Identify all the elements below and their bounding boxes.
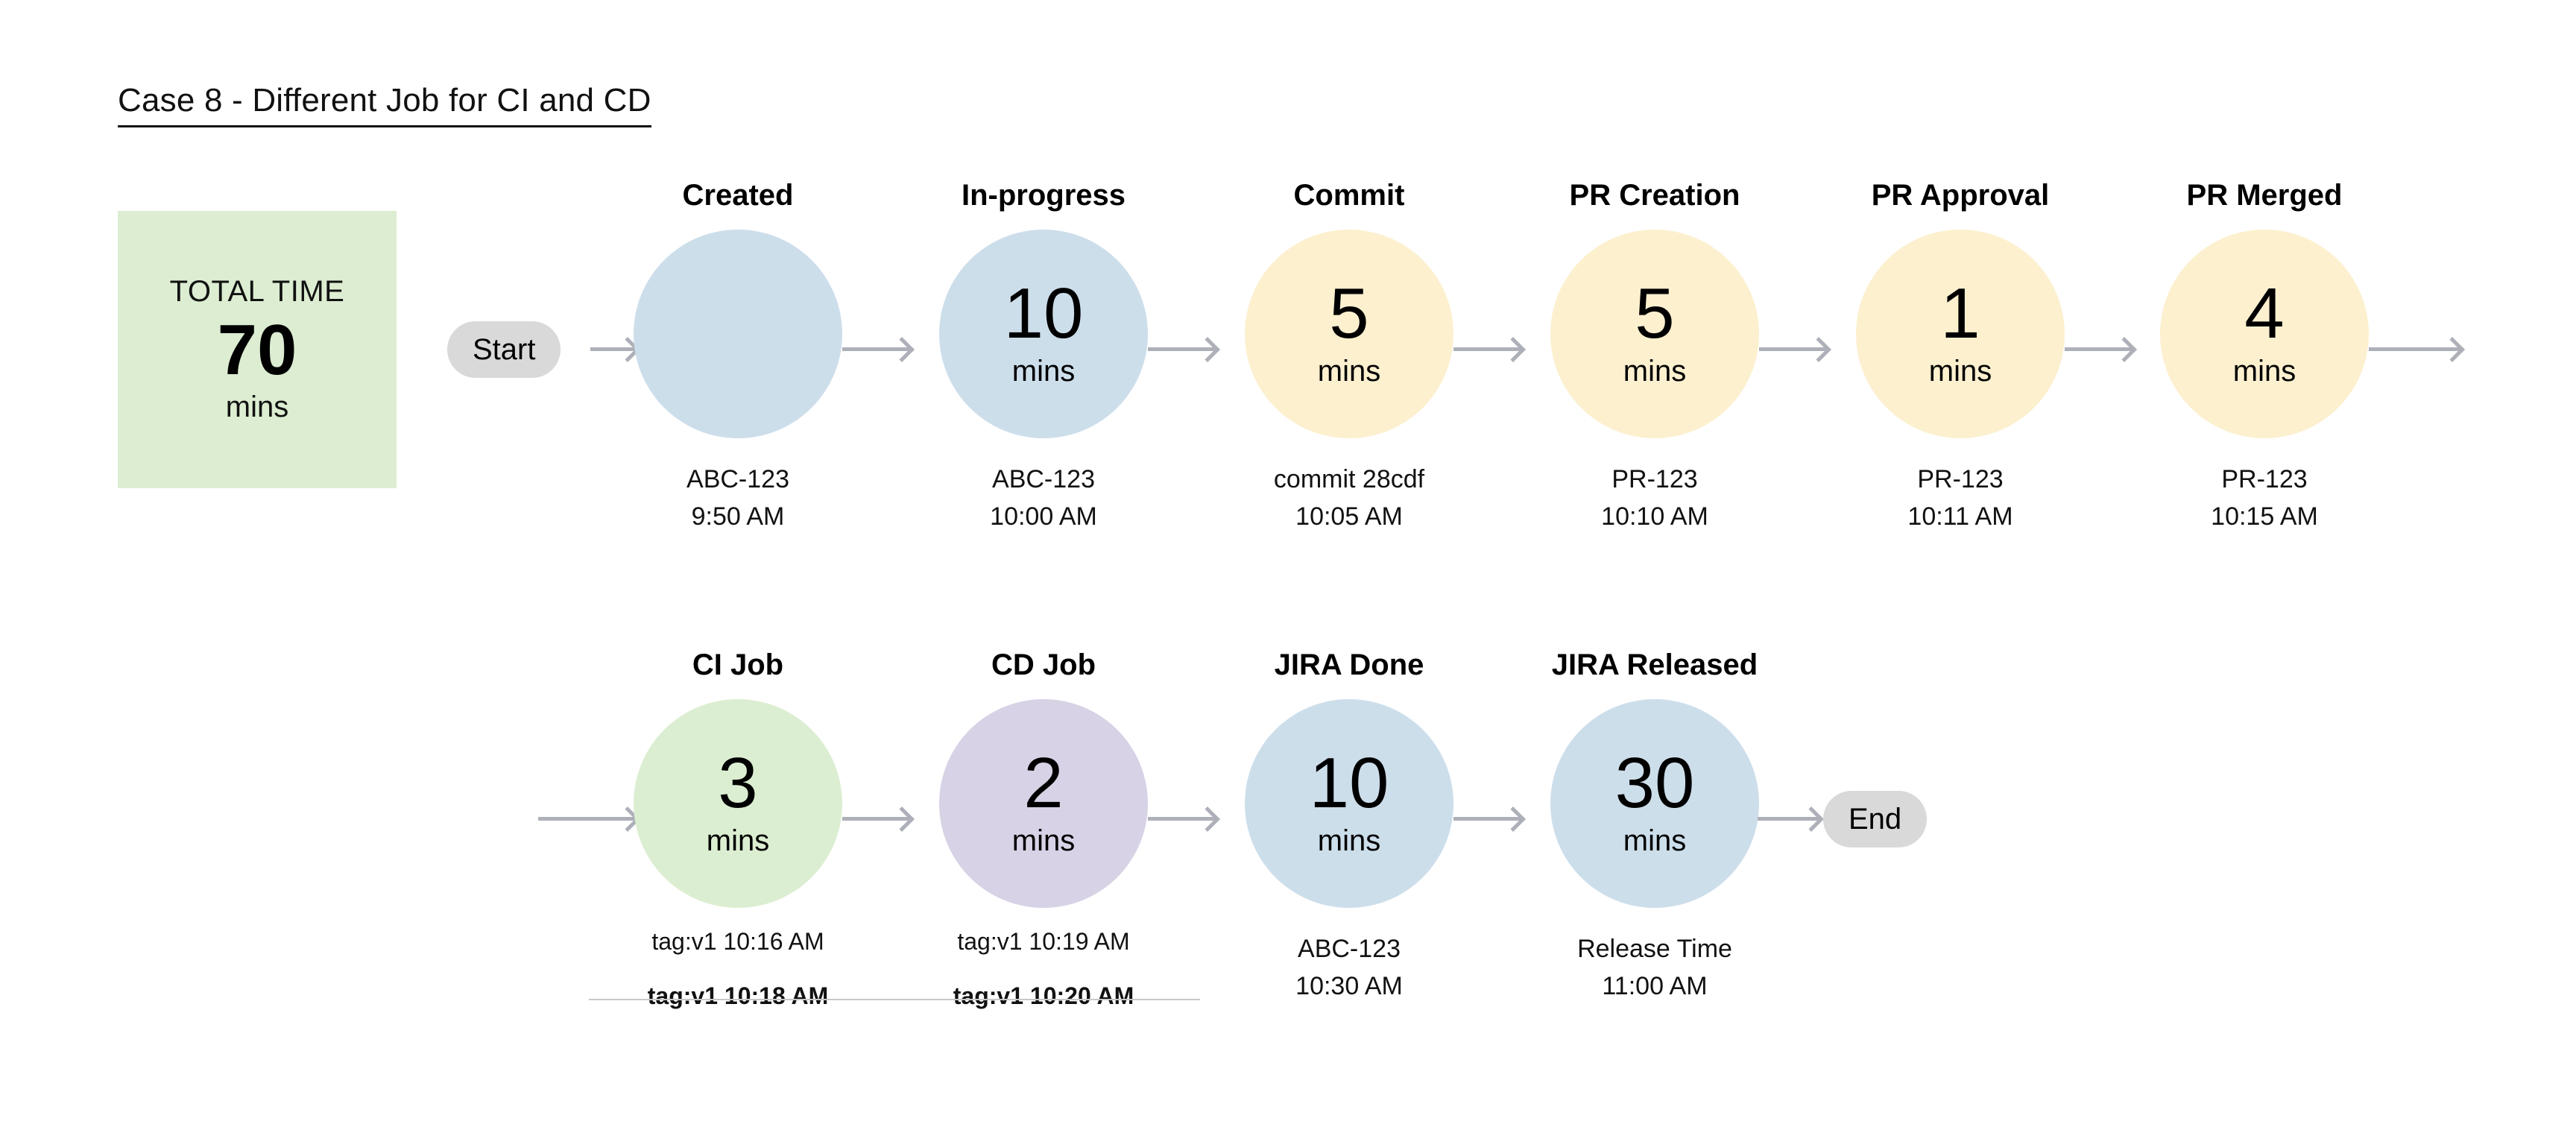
node-title: Commit: [1293, 179, 1405, 212]
total-time-card: TOTAL TIME 70 mins: [118, 211, 397, 488]
node-circle[interactable]: 5 mins: [1245, 230, 1453, 438]
node-meta-time: 10:15 AM: [2211, 502, 2318, 531]
connector-in-progress-to-commit: [1148, 336, 1220, 362]
node-title: CD Job: [991, 648, 1096, 681]
node-circle[interactable]: 4 mins: [2160, 230, 2369, 438]
arrow-head-icon: [2112, 336, 2137, 362]
node-meta-time: 9:50 AM: [691, 502, 785, 531]
node-duration-unit: mins: [1928, 355, 1992, 388]
node-circle[interactable]: 3 mins: [634, 699, 842, 908]
node-meta-end: tag:v1 10:18 AM: [647, 982, 829, 1010]
node-title: JIRA Released: [1551, 648, 1758, 681]
node-circle[interactable]: 1 mins: [1856, 230, 2065, 438]
node-meta-time: 10:05 AM: [1295, 502, 1403, 531]
total-time-value: 70: [217, 309, 297, 390]
node-meta-id: PR-123: [1917, 465, 2004, 493]
arrow-head-icon: [1799, 806, 1824, 832]
node-title: In-progress: [961, 179, 1126, 212]
node-meta: Release Time 11:00 AM: [1498, 930, 1811, 1006]
end-pill[interactable]: End: [1823, 791, 1928, 847]
node-duration-value: 10: [1309, 742, 1389, 823]
node-duration-value: 10: [1003, 273, 1084, 353]
node-duration-value: 30: [1614, 742, 1695, 823]
node-duration-value: 1: [1940, 273, 1980, 353]
connector-created-to-in-progress: [842, 336, 915, 362]
node-meta: ABC-123 10:00 AM: [887, 461, 1200, 536]
arrow-head-icon: [1806, 336, 1831, 362]
node-duration-value: 2: [1023, 742, 1064, 823]
arrow-head-icon: [889, 336, 915, 362]
node-title: CI Job: [692, 648, 784, 681]
node-duration-value: 5: [1635, 273, 1675, 353]
node-circle[interactable]: 10 mins: [1245, 699, 1453, 908]
node-circle[interactable]: 5 mins: [1550, 230, 1759, 438]
node-meta: PR-123 10:15 AM: [2108, 461, 2421, 536]
arrow-head-icon: [1195, 806, 1220, 832]
node-meta-start: tag:v1 10:16 AM: [651, 928, 824, 955]
node-duration-unit: mins: [1317, 824, 1381, 858]
node-meta-id: ABC-123: [992, 465, 1095, 493]
node-meta: ABC-123 10:30 AM: [1193, 930, 1506, 1006]
node-meta-time: 10:00 AM: [990, 502, 1097, 531]
node-duration-value: 5: [1329, 273, 1369, 353]
connector-commit-to-pr-creation: [1453, 336, 1526, 362]
node-circle[interactable]: [634, 230, 842, 438]
arrow-head-icon: [1500, 806, 1526, 832]
node-title: PR Merged: [2186, 179, 2343, 212]
node-meta: ABC-123 9:50 AM: [581, 461, 894, 536]
start-pill[interactable]: Start: [447, 321, 561, 378]
node-meta-time: 10:11 AM: [1907, 502, 2013, 531]
page-title: Case 8 - Different Job for CI and CD: [118, 82, 651, 127]
node-meta: tag:v1 10:19 AM tag:v1 10:20 AM: [887, 924, 1200, 1014]
node-duration-unit: mins: [1011, 824, 1076, 858]
connector-start-to-created: [590, 336, 640, 362]
connector-jira-done-to-jira-released: [1453, 806, 1526, 832]
total-time-label: TOTAL TIME: [169, 274, 345, 308]
node-title: PR Creation: [1569, 179, 1740, 212]
node-meta-time: 10:30 AM: [1295, 972, 1403, 1001]
node-duration-unit: mins: [1011, 355, 1076, 388]
arrow-head-icon: [1195, 336, 1220, 362]
node-duration-value: 4: [2244, 273, 2285, 353]
node-meta-id: PR-123: [1611, 465, 1698, 493]
node-circle[interactable]: 30 mins: [1550, 699, 1759, 908]
node-meta: PR-123 10:10 AM: [1498, 461, 1811, 536]
node-meta-time: 10:10 AM: [1601, 502, 1708, 531]
node-circle[interactable]: 2 mins: [939, 699, 1148, 908]
connector-row1-wrap-out: [2369, 336, 2465, 362]
node-meta-time: 11:00 AM: [1602, 972, 1708, 1001]
arrow-head-icon: [889, 806, 915, 832]
node-duration-unit: mins: [2232, 355, 2296, 388]
node-meta: tag:v1 10:16 AM tag:v1 10:18 AM: [581, 924, 894, 1014]
node-meta-id: ABC-123: [1298, 935, 1401, 963]
total-time-unit: mins: [225, 391, 289, 424]
node-title: JIRA Done: [1274, 648, 1424, 681]
node-duration-unit: mins: [1317, 355, 1381, 388]
connector-jira-released-to-end: [1758, 806, 1824, 832]
node-duration-unit: mins: [1623, 824, 1687, 858]
node-duration-unit: mins: [706, 824, 770, 858]
node-meta-id: Release Time: [1577, 935, 1732, 963]
node-duration-value: 3: [718, 742, 758, 823]
job-meta-divider: [589, 999, 1200, 1000]
connector-cd-job-to-jira-done: [1148, 806, 1220, 832]
node-meta-id: commit 28cdf: [1273, 465, 1425, 493]
connector-row2-wrap-in: [538, 806, 640, 832]
node-title: Created: [682, 179, 794, 212]
connector-ci-job-to-cd-job: [842, 806, 915, 832]
node-duration-unit: mins: [1623, 355, 1687, 388]
node-meta: PR-123 10:11 AM: [1804, 461, 2117, 536]
node-meta-id: PR-123: [2221, 465, 2308, 493]
node-meta-start: tag:v1 10:19 AM: [957, 928, 1130, 955]
node-meta-end: tag:v1 10:20 AM: [953, 982, 1134, 1010]
arrow-head-icon: [2440, 336, 2465, 362]
connector-pr-creation-to-pr-approval: [1759, 336, 1831, 362]
connector-pr-approval-to-pr-merged: [2065, 336, 2137, 362]
node-title: PR Approval: [1871, 179, 2050, 212]
arrow-head-icon: [1500, 336, 1526, 362]
node-meta-id: ABC-123: [686, 465, 789, 493]
node-meta: commit 28cdf 10:05 AM: [1193, 461, 1506, 536]
node-circle[interactable]: 10 mins: [939, 230, 1148, 438]
